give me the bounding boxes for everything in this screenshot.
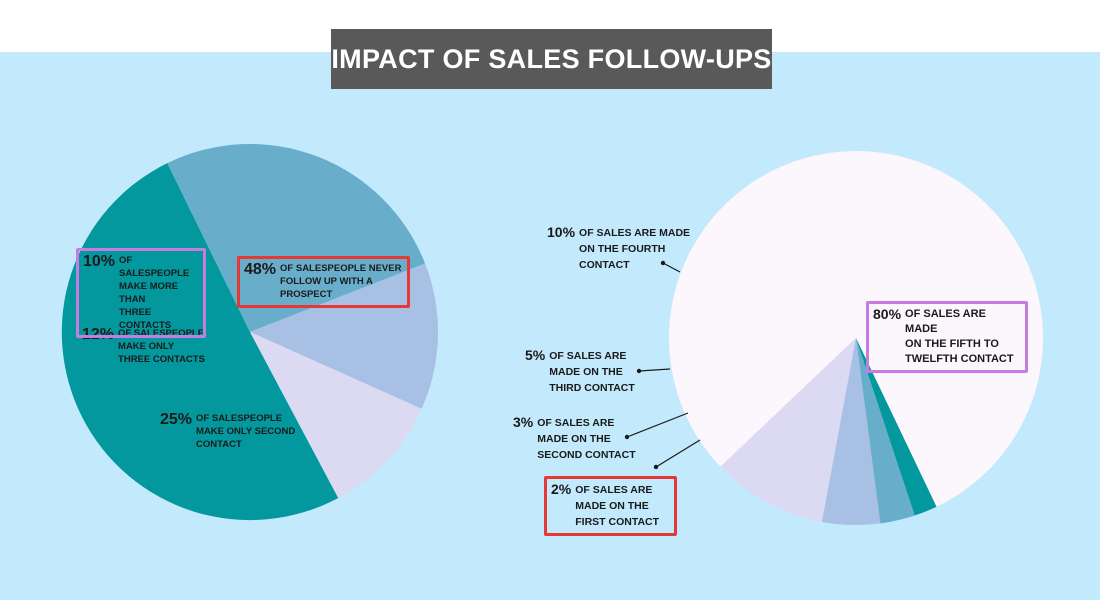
pie-chart-salespeople [61,144,439,521]
label-chart1-slice2: 25% OF SALESPEOPLE MAKE ONLY SECOND CONTA… [160,412,320,460]
label-chart2-slice4: 3% OF SALES ARE MADE ON THE SECOND CONTAC… [513,415,663,467]
right-slice-3 [856,338,915,524]
slice-percent: 3% [513,414,534,430]
slice-description: OF SALES ARE MADE ON THE FIFTH TO TWELFT… [905,308,1014,365]
slice-percent: 25% [160,411,193,428]
slice-percent: 12% [82,326,115,343]
slice-percent: 48% [244,261,277,278]
leader-line-fourth [662,262,681,273]
title-banner: IMPACT OF SALES FOLLOW-UPS [331,29,772,89]
label-chart2-slice1: 80% OF SALES ARE MADE ON THE FIFTH TO TWE… [866,301,1028,373]
left-slice-25 [167,144,426,332]
left-slice-48 [61,163,339,521]
slice-description: OF SALESPEOPLE NEVER FOLLOW UP WITH A PR… [280,263,402,300]
label-chart2-slice2: 10% OF SALES ARE MADE ON THE FOURTH CONTA… [547,225,707,277]
label-chart1-slice3: 12% OF SALESPEOPLE MAKE ONLY THREE CONTAC… [82,327,232,375]
label-chart1-slice1: 48% OF SALESPEOPLE NEVER FOLLOW UP WITH A… [237,256,410,308]
label-chart2-slice3: 5% OF SALES ARE MADE ON THE THIRD CONTACT [525,348,675,400]
slice-description: OF SALESPEOPLE MAKE MORE THAN THREE CONT… [119,255,190,331]
right-slice-2 [856,338,937,516]
slice-percent: 5% [525,347,546,363]
leader-line-third-dot [636,368,642,374]
slice-description: OF SALESPEOPLE MAKE ONLY THREE CONTACTS [118,328,205,365]
leader-line-first-dot [653,464,659,470]
leader-line-second [626,412,689,438]
left-slice-10 [250,332,422,498]
leader-line-first [655,439,701,468]
slice-percent: 80% [873,306,902,322]
label-chart1-slice4: 10% OF SALESPEOPLE MAKE MORE THAN THREE C… [76,248,206,338]
left-slice-12 [250,263,439,409]
slice-percent: 2% [551,481,572,497]
leader-line-third [638,368,671,372]
leader-lines [624,260,701,470]
slice-percent: 10% [547,224,576,240]
slice-description: OF SALES ARE MADE ON THE FIRST CONTACT [575,484,660,528]
pie-chart-sales [668,151,1043,526]
page-title: IMPACT OF SALES FOLLOW-UPS [331,43,772,74]
right-slice-80 [668,151,1043,507]
right-slice-5 [821,338,881,526]
slice-description: OF SALES ARE MADE ON THE SECOND CONTACT [537,417,636,461]
slice-description: OF SALESPEOPLE MAKE ONLY SECOND CONTACT [196,413,296,450]
slice-description: OF SALES ARE MADE ON THE FOURTH CONTACT [579,227,691,271]
slice-percent: 10% [83,253,116,270]
leader-line-second-dot [624,434,630,440]
label-chart2-slice5: 2% OF SALES ARE MADE ON THE FIRST CONTACT [544,476,677,536]
slice-description: OF SALES ARE MADE ON THE THIRD CONTACT [549,350,635,394]
right-slice-10 [720,338,856,522]
leader-line-fourth-dot [660,260,666,266]
